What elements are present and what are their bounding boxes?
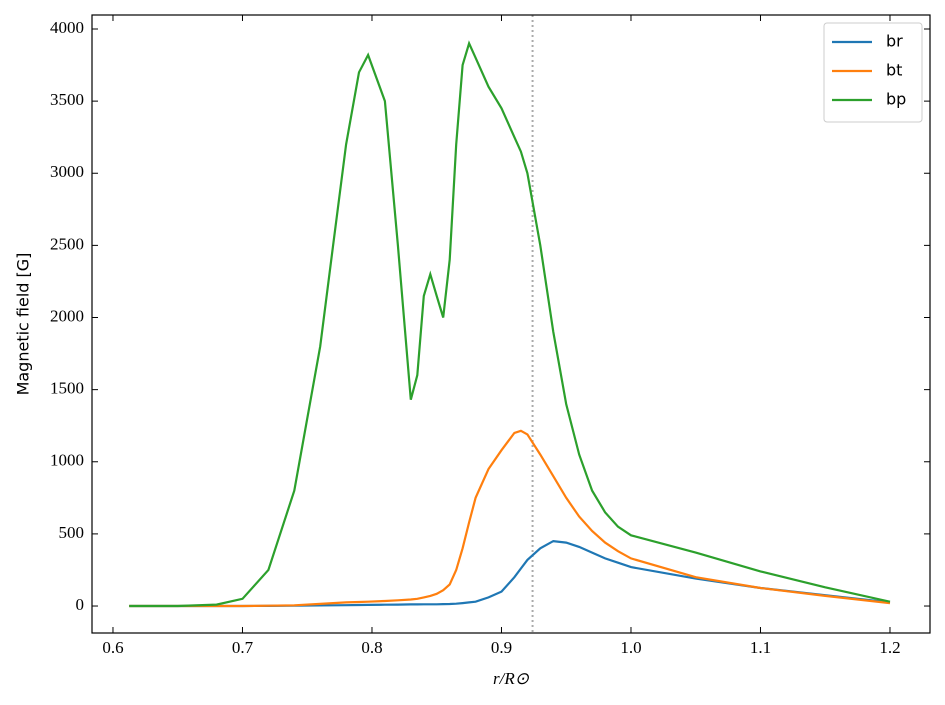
legend-box — [823, 22, 923, 123]
legend: br bt bp — [823, 22, 923, 123]
y-tick-label: 2000 — [50, 306, 84, 325]
y-axis-label: Magnetic field [G] — [14, 253, 33, 396]
y-tick-label: 1500 — [50, 379, 84, 398]
x-tick-label: 0.8 — [361, 638, 382, 657]
y-tick-label: 1000 — [50, 451, 84, 470]
series-line — [129, 429, 891, 608]
y-tick-label: 0 — [76, 595, 85, 614]
x-tick-label: 1.2 — [879, 638, 900, 657]
series-line — [129, 40, 891, 608]
x-tick-label: 1.0 — [620, 638, 641, 657]
legend-label: br — [886, 32, 903, 51]
y-tick-label: 500 — [59, 523, 85, 542]
y-tick-label: 3500 — [50, 90, 84, 109]
x-tick-label: 0.6 — [102, 638, 123, 657]
legend-label: bt — [886, 61, 902, 80]
x-tick-label: 0.7 — [232, 638, 254, 657]
y-tick-label: 2500 — [50, 234, 84, 253]
plot-frame — [91, 14, 931, 634]
x-axis-label: r/R⊙ — [493, 669, 530, 688]
x-tick-label: 1.1 — [750, 638, 771, 657]
y-tick-label: 4000 — [50, 18, 84, 37]
series-line — [129, 539, 891, 608]
legend-label: bp — [886, 90, 906, 109]
y-tick-label: 3000 — [50, 162, 84, 181]
x-tick-label: 0.9 — [491, 638, 512, 657]
